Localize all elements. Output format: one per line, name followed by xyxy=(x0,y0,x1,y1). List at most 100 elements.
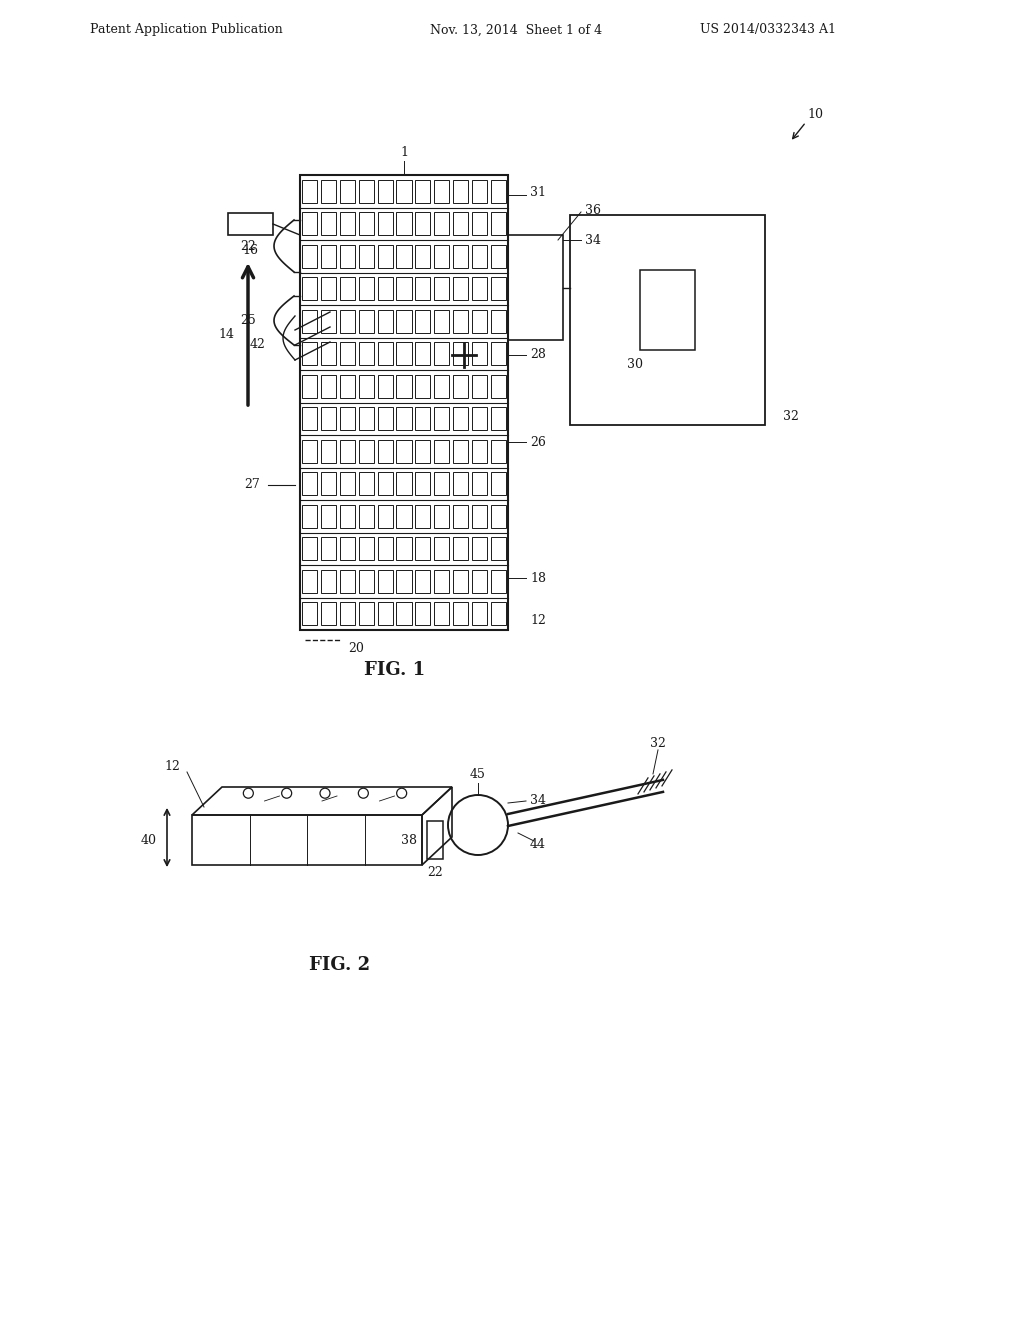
Bar xyxy=(434,504,450,528)
Bar xyxy=(416,602,430,626)
Bar xyxy=(358,504,374,528)
Bar xyxy=(472,504,487,528)
Bar xyxy=(378,244,392,268)
Text: 42: 42 xyxy=(250,338,266,351)
Bar xyxy=(472,244,487,268)
Bar xyxy=(340,342,355,366)
Bar xyxy=(434,213,450,235)
Text: 25: 25 xyxy=(240,314,256,327)
Bar xyxy=(358,537,374,561)
Bar xyxy=(358,473,374,495)
Bar xyxy=(396,244,412,268)
Bar xyxy=(490,342,506,366)
Bar xyxy=(640,271,695,350)
Bar xyxy=(378,569,392,593)
Bar xyxy=(321,537,336,561)
Text: 20: 20 xyxy=(348,642,364,655)
Bar xyxy=(454,473,468,495)
Bar xyxy=(321,277,336,301)
Bar xyxy=(434,375,450,397)
Bar xyxy=(396,277,412,301)
Bar xyxy=(416,407,430,430)
Text: 40: 40 xyxy=(141,833,157,846)
Bar xyxy=(358,342,374,366)
Bar xyxy=(434,407,450,430)
Bar xyxy=(358,569,374,593)
Bar xyxy=(358,310,374,333)
Bar xyxy=(490,277,506,301)
Bar xyxy=(434,310,450,333)
Bar xyxy=(300,176,508,630)
Bar xyxy=(396,569,412,593)
Bar xyxy=(416,244,430,268)
Bar xyxy=(302,180,317,203)
Text: Patent Application Publication: Patent Application Publication xyxy=(90,24,283,37)
Bar xyxy=(472,342,487,366)
Text: FIG. 1: FIG. 1 xyxy=(365,661,426,678)
Text: 38: 38 xyxy=(401,833,417,846)
Bar xyxy=(416,440,430,463)
Bar xyxy=(454,244,468,268)
Bar xyxy=(434,537,450,561)
Text: 45: 45 xyxy=(470,768,486,781)
Text: 12: 12 xyxy=(530,614,546,627)
Bar xyxy=(340,310,355,333)
Bar xyxy=(321,310,336,333)
Bar xyxy=(454,180,468,203)
Text: 31: 31 xyxy=(530,186,546,199)
Bar xyxy=(434,473,450,495)
Text: 1: 1 xyxy=(400,147,408,160)
Bar xyxy=(490,375,506,397)
Bar xyxy=(340,244,355,268)
Bar xyxy=(472,180,487,203)
Bar xyxy=(302,244,317,268)
Bar xyxy=(396,375,412,397)
Bar xyxy=(454,440,468,463)
Bar xyxy=(378,277,392,301)
Text: 14: 14 xyxy=(218,327,234,341)
Bar xyxy=(378,504,392,528)
Bar xyxy=(454,537,468,561)
Bar xyxy=(508,235,563,341)
Bar xyxy=(340,537,355,561)
Bar xyxy=(378,537,392,561)
Bar xyxy=(396,213,412,235)
Bar xyxy=(358,407,374,430)
Bar xyxy=(193,814,422,865)
Bar xyxy=(472,537,487,561)
Bar xyxy=(340,213,355,235)
Bar xyxy=(434,602,450,626)
Bar xyxy=(302,504,317,528)
Bar xyxy=(490,569,506,593)
Bar xyxy=(454,310,468,333)
Bar xyxy=(321,504,336,528)
Bar xyxy=(472,569,487,593)
Bar xyxy=(396,473,412,495)
Bar xyxy=(416,180,430,203)
Bar xyxy=(490,473,506,495)
Bar xyxy=(396,537,412,561)
Bar xyxy=(302,473,317,495)
Text: 34: 34 xyxy=(585,234,601,247)
Bar xyxy=(340,277,355,301)
Bar xyxy=(490,537,506,561)
Bar xyxy=(321,440,336,463)
Bar xyxy=(454,602,468,626)
Bar xyxy=(321,342,336,366)
Text: 28: 28 xyxy=(530,348,546,362)
Text: 18: 18 xyxy=(530,572,546,585)
Text: FIG. 2: FIG. 2 xyxy=(309,956,371,974)
Bar xyxy=(490,244,506,268)
Text: 44: 44 xyxy=(530,838,546,851)
Bar xyxy=(454,569,468,593)
Bar xyxy=(340,602,355,626)
Bar xyxy=(378,180,392,203)
Text: 22: 22 xyxy=(240,239,256,252)
Bar xyxy=(434,277,450,301)
Bar xyxy=(396,407,412,430)
Text: 32: 32 xyxy=(783,411,799,424)
Bar xyxy=(378,602,392,626)
Bar xyxy=(358,602,374,626)
Bar xyxy=(416,537,430,561)
Bar xyxy=(454,407,468,430)
